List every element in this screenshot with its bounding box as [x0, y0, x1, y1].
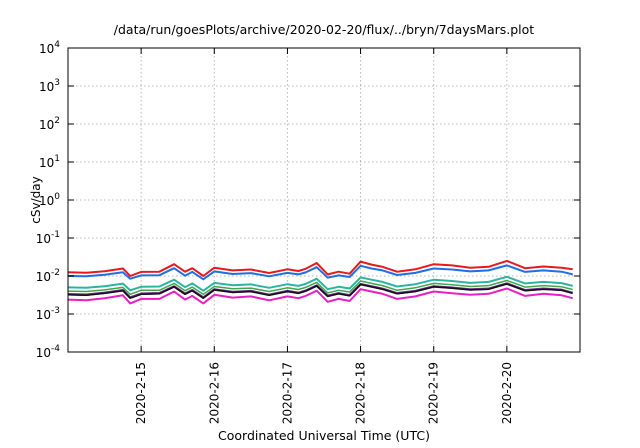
y-tick-label: 100 — [39, 192, 60, 208]
series-line-1 — [67, 259, 573, 277]
x-axis: 2020-2-15 2020-2-16 2020-2-17 2020-2-18 2020… — [134, 48, 514, 424]
y-tick-label: 104 — [39, 40, 60, 56]
series-line-6 — [67, 283, 573, 299]
y-tick-label: 101 — [39, 154, 60, 170]
y-tick-label: 10-2 — [36, 268, 60, 284]
series-line-7 — [67, 287, 573, 305]
x-tick-label: 2020-2-20 — [500, 362, 514, 424]
x-tick-label: 2020-2-16 — [207, 362, 221, 424]
grid — [68, 48, 580, 352]
y-axis-label: cSv/day — [29, 176, 43, 223]
y-tick-label: 10-4 — [36, 344, 61, 360]
y-tick-label: 102 — [39, 116, 60, 132]
chart-title: /data/run/goesPlots/archive/2020-02-20/f… — [114, 22, 535, 37]
x-tick-label: 2020-2-15 — [134, 362, 148, 424]
y-tick-label: 103 — [39, 78, 60, 94]
y-tick-label: 10-3 — [36, 306, 60, 322]
series-line-2 — [67, 264, 573, 281]
x-tick-label: 2020-2-18 — [354, 362, 368, 424]
series-line-3 — [67, 275, 573, 292]
y-tick-label: 10-1 — [36, 230, 60, 246]
x-tick-label: 2020-2-17 — [280, 362, 294, 424]
x-axis-label: Coordinated Universal Time (UTC) — [218, 428, 430, 443]
y-axis: 10-4 10-3 10-2 10-1 100 101 102 103 104 — [36, 40, 580, 360]
series-line-4 — [67, 279, 573, 296]
x-tick-label: 2020-2-19 — [427, 362, 441, 424]
series-lines — [67, 259, 574, 305]
